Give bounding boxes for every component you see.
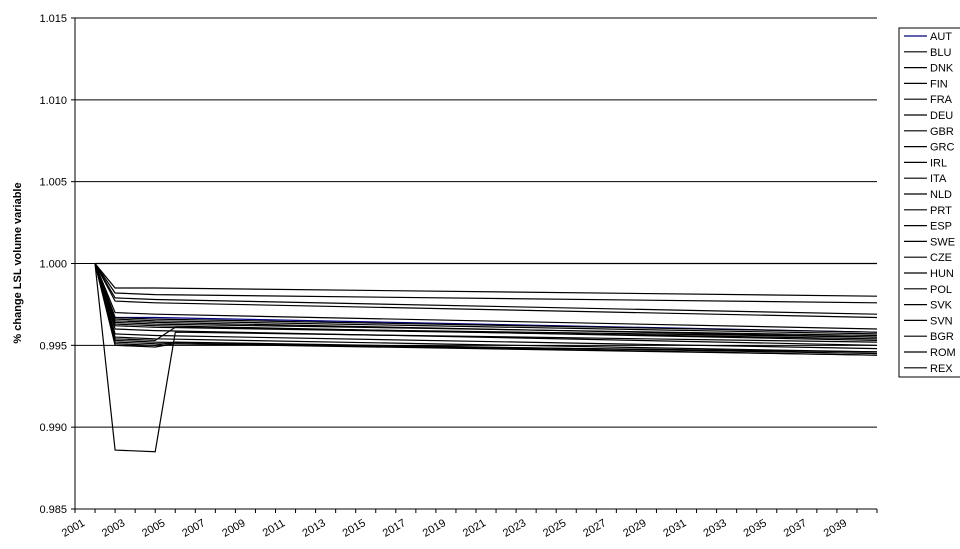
x-tick-label: 2021 — [461, 517, 488, 540]
x-tick-label: 2005 — [140, 517, 167, 540]
x-tick-label: 2035 — [742, 517, 769, 540]
legend-box — [898, 27, 960, 378]
x-tick-labels: 2001 2003 2005 2007 2009 2011 2013 2015 2017 2019… — [60, 509, 878, 540]
x-tick-label: 2023 — [501, 517, 528, 540]
series-line-cze — [94, 263, 878, 453]
legend-label-pol: POL — [930, 284, 952, 296]
legend-label-prt: PRT — [930, 205, 952, 217]
x-tick-label: 2033 — [701, 517, 728, 540]
x-tick-label: 2003 — [100, 517, 127, 540]
y-tick-label: 1.010 — [39, 95, 67, 107]
legend-label-aut: AUT — [930, 31, 952, 43]
series-line-svn — [94, 263, 878, 340]
legend-label-ita: ITA — [930, 173, 947, 185]
x-tick-label: 2001 — [60, 517, 87, 540]
series-line-dnk — [94, 263, 878, 304]
legend-label-fin: FIN — [930, 78, 948, 90]
series-line-deu — [94, 263, 878, 330]
y-tick-labels: 0.985 0.990 0.995 1.000 1.005 1.010 1.015 — [39, 13, 75, 516]
y-tick-label: 1.005 — [39, 177, 67, 189]
legend-label-gbr: GBR — [930, 126, 954, 138]
series-line-rom — [94, 263, 878, 353]
legend-label-cze: CZE — [930, 252, 952, 264]
x-tick-label: 2013 — [300, 517, 327, 540]
legend-label-blu: BLU — [930, 47, 951, 59]
x-tick-label: 2039 — [822, 517, 849, 540]
x-tick-label: 2037 — [782, 517, 809, 540]
y-tick-label: 1.000 — [39, 259, 67, 271]
legend: AUT BLU DNK FIN FRA DEU GBR GRC IRL ITA NLD PRT ESP S… — [898, 27, 960, 378]
legend-label-swe: SWE — [930, 236, 955, 248]
x-tick-label: 2007 — [180, 517, 207, 540]
y-tick-label: 1.015 — [39, 13, 67, 25]
legend-label-irl: IRL — [930, 157, 947, 169]
y-tick-label: 0.990 — [39, 422, 67, 434]
gridlines — [75, 17, 877, 428]
legend-label-esp: ESP — [930, 221, 952, 233]
y-tick-label: 0.995 — [39, 340, 67, 352]
series-line-prt — [94, 263, 878, 353]
x-tick-label: 2017 — [381, 517, 408, 540]
legend-label-deu: DEU — [930, 110, 953, 122]
legend-label-hun: HUN — [930, 268, 954, 280]
series-line-fin — [94, 263, 878, 315]
series-line-fra — [94, 263, 878, 319]
legend-label-nld: NLD — [930, 189, 952, 201]
legend-label-svk: SVK — [930, 300, 953, 312]
legend-label-rom: ROM — [930, 347, 956, 359]
legend-label-svn: SVN — [930, 315, 953, 327]
legend-label-grc: GRC — [930, 142, 955, 154]
series-line-blu — [94, 263, 878, 297]
legend-label-fra: FRA — [930, 94, 953, 106]
x-tick-label: 2031 — [661, 517, 688, 540]
y-tick-label: 0.985 — [39, 504, 67, 516]
y-axis-title: % change LSL volume variable — [12, 182, 24, 343]
series-lines — [94, 262, 878, 453]
legend-label-rex: REX — [930, 363, 953, 375]
x-tick-label: 2029 — [621, 517, 648, 540]
legend-label-bgr: BGR — [930, 331, 954, 343]
x-tick-label: 2015 — [341, 517, 368, 540]
x-tick-label: 2009 — [220, 517, 247, 540]
x-tick-label: 2011 — [261, 517, 287, 539]
x-tick-label: 2025 — [541, 517, 568, 540]
x-tick-label: 2019 — [421, 517, 448, 540]
legend-label-dnk: DNK — [930, 63, 954, 75]
x-tick-label: 2027 — [581, 517, 608, 540]
